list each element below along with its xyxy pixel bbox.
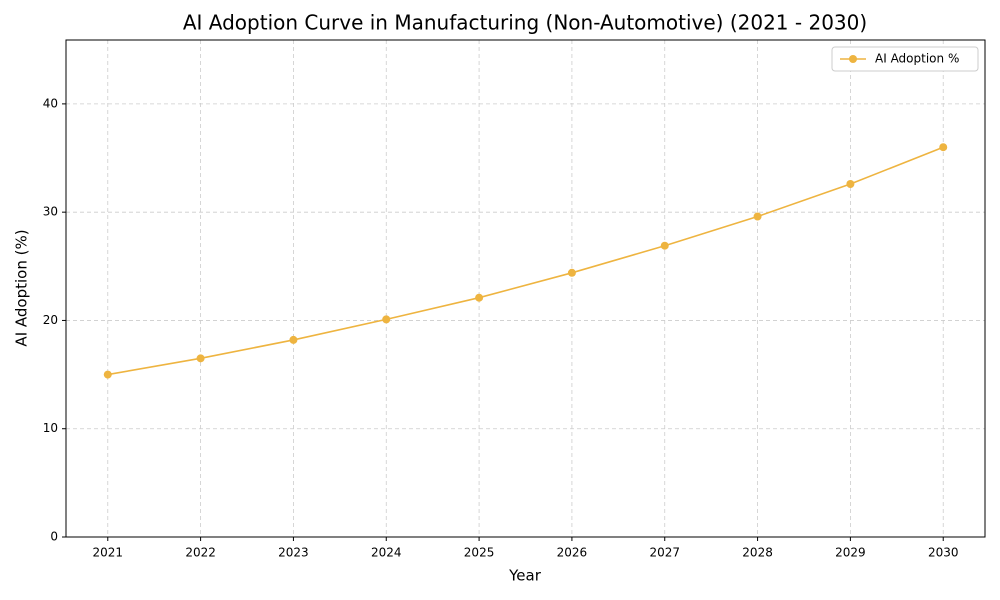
data-point bbox=[196, 354, 205, 363]
x-tick-label: 2025 bbox=[464, 546, 495, 560]
x-tick-label: 2027 bbox=[649, 546, 680, 560]
y-axis-label: AI Adoption (%) bbox=[13, 229, 31, 346]
x-tick-label: 2030 bbox=[928, 546, 959, 560]
chart-title: AI Adoption Curve in Manufacturing (Non-… bbox=[183, 11, 867, 35]
plot-frame bbox=[65, 39, 986, 538]
data-point bbox=[660, 241, 669, 250]
legend-box bbox=[831, 46, 979, 72]
x-tick-label: 2024 bbox=[371, 546, 402, 560]
series-line bbox=[107, 146, 944, 376]
legend-label: AI Adoption % bbox=[875, 52, 959, 66]
data-point bbox=[103, 370, 112, 379]
data-point bbox=[475, 293, 484, 302]
y-tick-label: 0 bbox=[50, 530, 58, 544]
data-point bbox=[846, 180, 855, 189]
x-tick-label: 2021 bbox=[92, 546, 123, 560]
x-tick-label: 2026 bbox=[557, 546, 588, 560]
data-point bbox=[289, 335, 298, 344]
data-point bbox=[753, 212, 762, 221]
y-tick-label: 20 bbox=[43, 313, 58, 327]
y-tick-label: 40 bbox=[43, 96, 58, 110]
x-tick-label: 2028 bbox=[742, 546, 773, 560]
x-tick-label: 2029 bbox=[835, 546, 866, 560]
data-point bbox=[567, 268, 576, 277]
x-tick-label: 2022 bbox=[185, 546, 216, 560]
y-tick-label: 10 bbox=[43, 421, 58, 435]
legend: AI Adoption % bbox=[831, 46, 979, 72]
x-axis-label: Year bbox=[508, 567, 542, 585]
data-point bbox=[382, 315, 391, 324]
legend-marker bbox=[849, 55, 857, 63]
data-point bbox=[939, 143, 948, 152]
x-tick-label: 2023 bbox=[278, 546, 309, 560]
y-tick-label: 30 bbox=[43, 205, 58, 219]
